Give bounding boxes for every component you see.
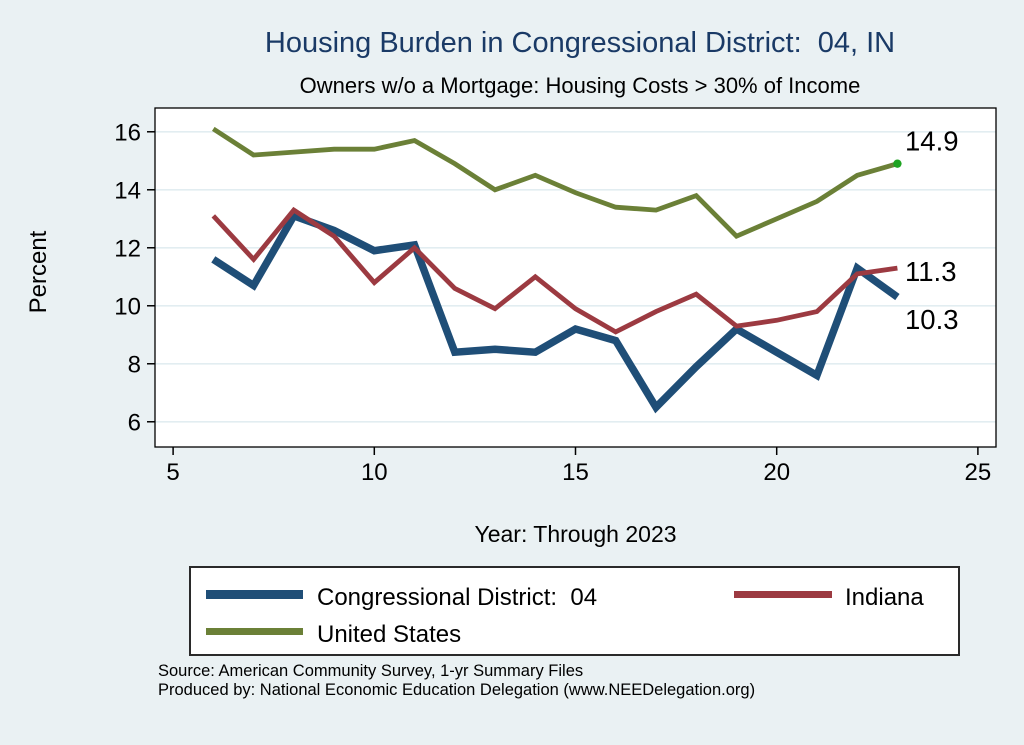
footer-produced-by: Produced by: National Economic Education… [158, 680, 756, 699]
x-tick-label: 15 [562, 459, 589, 486]
footer-source: Source: American Community Survey, 1-yr … [158, 662, 584, 680]
series-line-indiana [211, 206, 898, 335]
series-line-congressional-district-04 [211, 211, 900, 414]
x-axis-title: Year: Through 2023 [474, 521, 677, 547]
series-end-marker-united-states [893, 159, 902, 168]
x-tick-label: 10 [361, 459, 388, 486]
y-tick-label: 16 [114, 119, 141, 146]
x-tick-label: 5 [166, 459, 179, 486]
y-tick-label: 14 [114, 177, 141, 204]
legend-label-congressional-district: Congressional District: 04 [317, 584, 598, 611]
legend-swatch-indiana [734, 591, 832, 598]
chart-footer: Source: American Community Survey, 1-yr … [158, 662, 1018, 699]
chart-title: Housing Burden in Congressional District… [264, 27, 896, 59]
x-tick-label: 20 [763, 459, 790, 486]
series-line-united-states [211, 126, 899, 240]
y-tick-label: 10 [114, 293, 141, 320]
y-tick-label: 8 [128, 351, 141, 378]
legend-label-united-states: United States [317, 621, 462, 648]
y-tick-label: 6 [128, 409, 141, 436]
legend-label-indiana: Indiana [845, 584, 924, 611]
x-tick-label: 25 [965, 459, 992, 486]
series-end-label-united-states: 14.9 [905, 126, 959, 157]
legend-swatch-congressional-district [206, 590, 303, 599]
y-axis-title: Percent [25, 230, 52, 314]
chart-subtitle: Owners w/o a Mortgage: Housing Costs > 3… [299, 73, 861, 98]
series-end-label-indiana: 11.3 [905, 256, 956, 287]
y-tick-label: 12 [114, 235, 141, 262]
legend-swatch-united-states [206, 628, 303, 635]
series-end-label-congressional-district-04: 10.3 [905, 304, 959, 335]
chart-legend: Congressional District: 04 Indiana Unite… [189, 566, 960, 656]
